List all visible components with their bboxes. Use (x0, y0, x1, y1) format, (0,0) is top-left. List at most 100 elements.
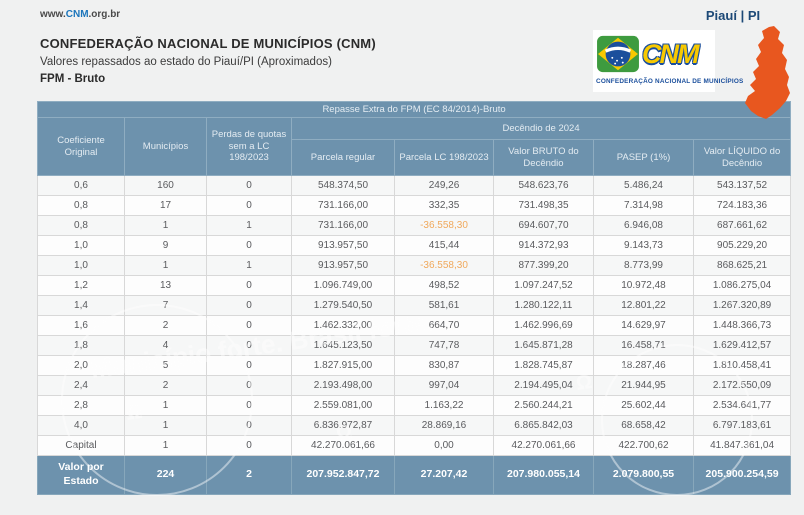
table-cell: 2.193.498,00 (291, 375, 395, 396)
table-row: 2,4 2 0 2.193.498,00 997,04 2.194.495,04 21.94… (37, 375, 792, 396)
table-cell: 1 (124, 215, 207, 236)
table-cell: 17 (124, 195, 207, 216)
page-subtitle: Valores repassados ao estado do Piauí/PI… (40, 56, 332, 68)
table-cell: 0 (206, 335, 292, 356)
footer-pasep-total: 2.079.800,55 (593, 455, 694, 495)
table-cell: 1.279.540,50 (291, 295, 395, 316)
piaui-state-map-icon (745, 26, 790, 119)
table-cell: 6.865.842,03 (493, 415, 594, 436)
table-cell: 160 (124, 175, 207, 196)
footer-row: Valor por Estado 224 2 207.952.847,72 27… (37, 455, 792, 495)
col-header-parcela-lc: Parcela LC 198/2023 (394, 139, 494, 176)
table-cell: 1.462.996,69 (493, 315, 594, 336)
table-cell: 4,0 (37, 415, 125, 436)
col-header-valor-bruto: Valor BRUTO do Decêndio (493, 139, 594, 176)
table-cell: 1,8 (37, 335, 125, 356)
table-cell: 731.166,00 (291, 195, 395, 216)
table-cell: 731.166,00 (291, 215, 395, 236)
brazil-flag-icon (597, 35, 639, 73)
table-cell: -36.558,30 (394, 215, 494, 236)
table-row: 0,6 160 0 548.374,50 249,26 548.623,76 5.486,2… (37, 175, 792, 196)
table-cell: 664,70 (394, 315, 494, 336)
table-cell: 1 (124, 435, 207, 456)
table-cell: 0,6 (37, 175, 125, 196)
table-cell: 1 (124, 255, 207, 276)
table-cell: 1.462.332,00 (291, 315, 395, 336)
fpm-table: Repasse Extra do FPM (EC 84/2014)-Bruto … (36, 101, 792, 495)
table-cell: 1.163,22 (394, 395, 494, 416)
table-cell: 1.267.320,89 (692, 295, 792, 316)
table-row: 2,0 5 0 1.827.915,00 830,87 1.828.745,87 18.28… (37, 355, 792, 376)
table-cell: 731.498,35 (493, 195, 594, 216)
table-cell: 2 (124, 315, 207, 336)
table-cell: 543.137,52 (692, 175, 792, 196)
table-cell: 2,8 (37, 395, 125, 416)
table-cell: Capital (37, 435, 125, 456)
table-cell: 747,78 (394, 335, 494, 356)
table-cell: 42.270.061,66 (291, 435, 395, 456)
table-cell: 0 (206, 275, 292, 296)
table-cell: 8.773,99 (593, 255, 694, 276)
table-cell: 1.086.275,04 (692, 275, 792, 296)
table-cell: 18.287,46 (593, 355, 694, 376)
table-cell: 1 (124, 415, 207, 436)
cnm-logo-row: CNM (596, 32, 712, 76)
col-header-valor-liquido: Valor LÍQUIDO do Decêndio (692, 139, 792, 176)
table-cell: 1 (206, 255, 292, 276)
table-cell: 2.534.641,77 (692, 395, 792, 416)
table-cell: 581,61 (394, 295, 494, 316)
state-label: Piauí | PI (705, 8, 761, 23)
table-cell: 2.559.081,00 (291, 395, 395, 416)
cnm-logo-caption: CONFEDERAÇÃO NACIONAL DE MUNICÍPIOS (596, 78, 744, 85)
table-cell: 2,4 (37, 375, 125, 396)
table-cell: 249,26 (394, 175, 494, 196)
table-cell: 2.194.495,04 (493, 375, 594, 396)
table-cell: 1.810.458,41 (692, 355, 792, 376)
table-cell: 0 (206, 375, 292, 396)
table-cell: 1,2 (37, 275, 125, 296)
cnm-logo-wordmark: CNM (642, 39, 699, 69)
table-cell: 498,52 (394, 275, 494, 296)
table-row: 4,0 1 0 6.836.972,87 28.869,16 6.865.842,03 68… (37, 415, 792, 436)
table-cell: 1.827.915,00 (291, 355, 395, 376)
table-cell: 914.372,93 (493, 235, 594, 256)
table-cell: 0 (206, 175, 292, 196)
table-cell: 41.847.361,04 (692, 435, 792, 456)
table-cell: 12.801,22 (593, 295, 694, 316)
site-url-suffix: .org.br (88, 9, 121, 20)
table-cell: 548.623,76 (493, 175, 594, 196)
table-row: 2,8 1 0 2.559.081,00 1.163,22 2.560.244,21 25.… (37, 395, 792, 416)
table-cell: 1.448.366,73 (692, 315, 792, 336)
table-cell: 687.661,62 (692, 215, 792, 236)
site-url-brand: CNM (65, 9, 89, 20)
col-header-pasep: PASEP (1%) (593, 139, 694, 176)
footer-valor-bruto-total: 207.980.055,14 (493, 455, 594, 495)
footer-parcela-lc-total: 27.207,42 (394, 455, 494, 495)
table-row: 1,2 13 0 1.096.749,00 498,52 1.097.247,52 10.9… (37, 275, 792, 296)
table-row: 1,4 7 0 1.279.540,50 581,61 1.280.122,11 12.80… (37, 295, 792, 316)
table-cell: 1.645.871,28 (493, 335, 594, 356)
table-cell: 0,00 (394, 435, 494, 456)
table-cell: 415,44 (394, 235, 494, 256)
table-cell: 2,0 (37, 355, 125, 376)
table-row: 1,8 4 0 1.645.123,50 747,78 1.645.871,28 16.45… (37, 335, 792, 356)
table-cell: 1,0 (37, 255, 125, 276)
table-cell: 68.658,42 (593, 415, 694, 436)
table-cell: 14.629,97 (593, 315, 694, 336)
table-cell: 6.797.183,61 (692, 415, 792, 436)
table-cell: 1.280.122,11 (493, 295, 594, 316)
table-cell: 830,87 (394, 355, 494, 376)
col-header-municipios: Municípios (124, 117, 207, 176)
table-cell: 1 (206, 215, 292, 236)
table-cell: 2.560.244,21 (493, 395, 594, 416)
table-row: 0,8 1 1 731.166,00 -36.558,30 694.607,70 6.946… (37, 215, 792, 236)
table-row: Capital 1 0 42.270.061,66 0,00 42.270.061,66 4… (37, 435, 792, 456)
table-cell: 9.143,73 (593, 235, 694, 256)
table-cell: 2 (124, 375, 207, 396)
col-header-coeficiente: Coeficiente Original (37, 117, 125, 176)
table-cell: 868.625,21 (692, 255, 792, 276)
table-cell: 42.270.061,66 (493, 435, 594, 456)
table-cell: 0 (206, 395, 292, 416)
col-group-decendio: Decêndio de 2024 (290, 117, 792, 140)
table-cell: 13 (124, 275, 207, 296)
